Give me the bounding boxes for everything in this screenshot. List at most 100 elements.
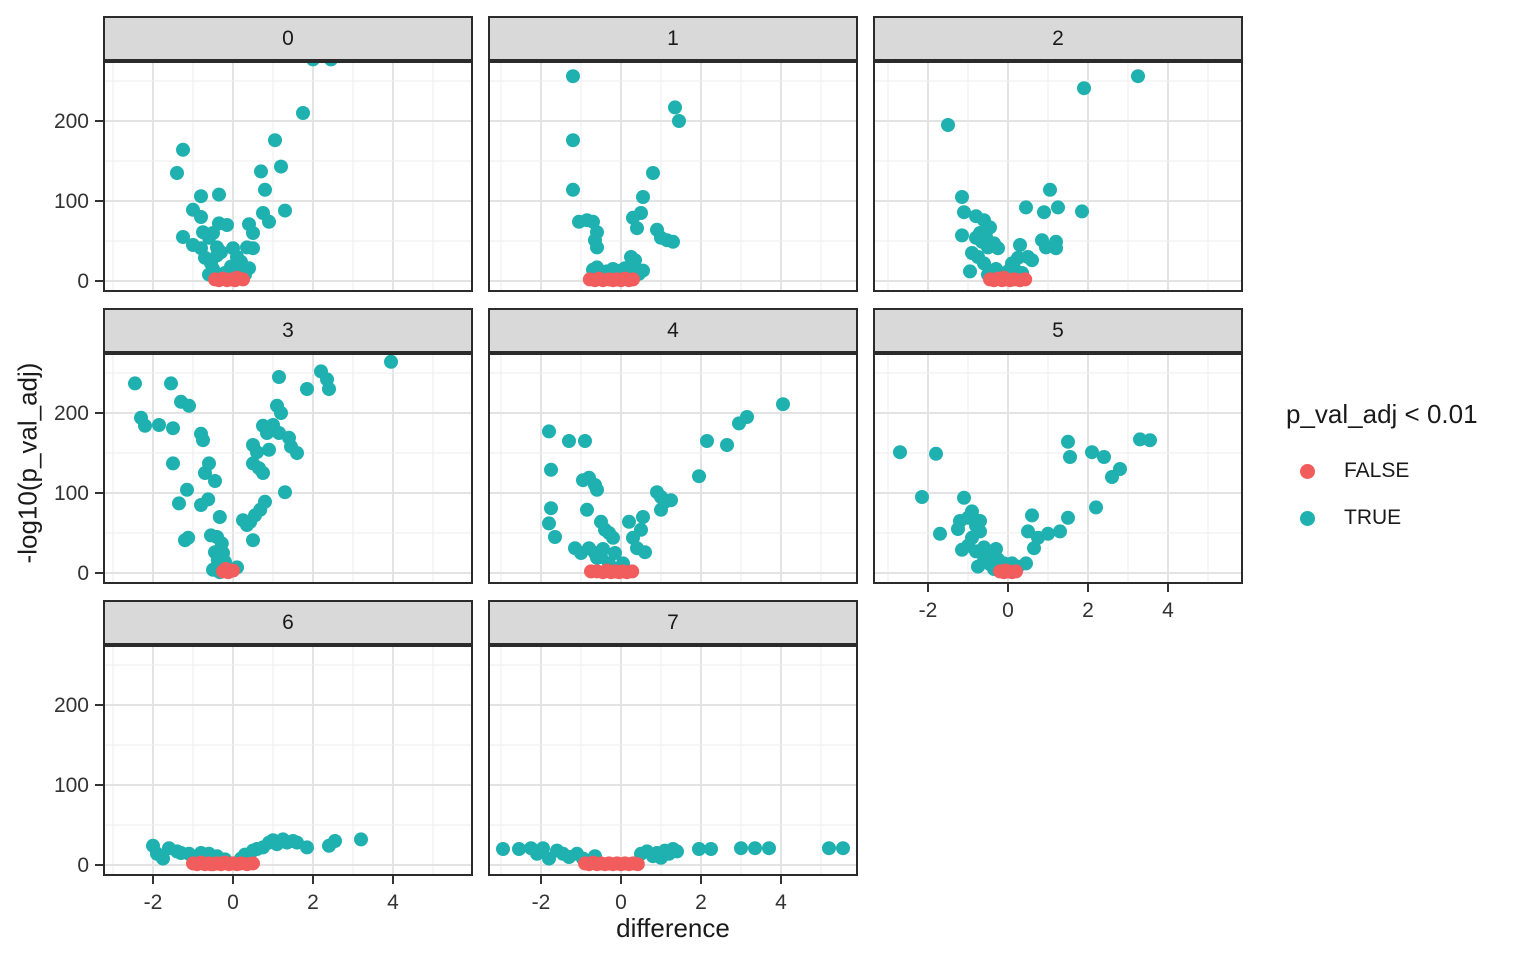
data-point-true (1131, 69, 1145, 84)
data-point-true (1025, 508, 1039, 523)
data-point-false (625, 564, 640, 579)
data-point-false (230, 270, 244, 285)
data-point-true (566, 182, 580, 197)
data-point-true (1019, 200, 1033, 215)
data-point-true (548, 530, 562, 544)
x-tick-label: -2 (144, 891, 163, 914)
x-tick-label: 4 (1162, 599, 1174, 622)
data-point-true (929, 446, 943, 461)
x-tick-label: 4 (775, 891, 787, 914)
data-point-true (704, 842, 718, 856)
data-point-true (580, 502, 594, 517)
data-point-true (636, 263, 650, 278)
data-point-true (1113, 462, 1127, 476)
data-point-true (1085, 445, 1099, 460)
data-point-true (236, 513, 250, 528)
data-point-true (290, 446, 304, 460)
facet-panel-3: 3 0 100 200 (54, 308, 473, 585)
y-tick-label: 200 (54, 110, 89, 133)
data-point-true (208, 474, 222, 488)
data-point-true (762, 841, 776, 856)
x-axis-title: difference (616, 913, 730, 943)
y-tick-label: 100 (54, 774, 89, 797)
data-point-true (202, 456, 216, 471)
legend-item-true: TRUE (1286, 503, 1478, 533)
data-point-true (536, 841, 550, 856)
y-tick-label: 0 (77, 562, 89, 585)
panel-border (103, 61, 473, 292)
data-point-true (1027, 541, 1041, 556)
panel-border (103, 645, 473, 876)
x-tick-label: 2 (307, 891, 319, 914)
data-point-true (776, 397, 790, 412)
data-point-true (578, 434, 592, 448)
legend-items: FALSE TRUE (1286, 456, 1478, 533)
facet-plot-area-4 (488, 353, 858, 584)
data-point-true (720, 438, 734, 452)
panel-border (873, 353, 1243, 584)
data-point-true (166, 456, 180, 471)
data-point-true (664, 493, 678, 508)
data-point-true (212, 510, 227, 524)
panel-border (103, 353, 473, 584)
data-point-false (997, 270, 1011, 285)
data-point-true (196, 433, 210, 448)
data-point-true (734, 841, 748, 856)
data-point-true (977, 256, 991, 271)
data-point-true (176, 230, 190, 244)
panel-background (103, 353, 473, 584)
data-point-true (965, 246, 979, 260)
facet-panel-0: 0 0 100 200 (54, 16, 473, 293)
data-point-true (700, 434, 714, 448)
data-point-true (638, 545, 652, 560)
facet-strip-label: 2 (873, 16, 1243, 61)
panel-border (488, 353, 858, 584)
data-point-true (1077, 81, 1091, 96)
data-point-true (201, 492, 216, 507)
data-point-true (630, 221, 644, 236)
data-point-false (630, 857, 645, 872)
data-point-true (955, 190, 969, 204)
data-point-true (246, 241, 260, 256)
y-tick-label: 200 (54, 402, 89, 425)
facet-strip-label: 3 (103, 308, 473, 353)
x-tick-label: 0 (615, 891, 627, 914)
data-point-true (212, 187, 226, 202)
data-point-true (278, 485, 292, 500)
data-point-true (180, 482, 194, 497)
panel-background (488, 645, 858, 876)
data-point-true (606, 530, 620, 545)
panel-border (873, 61, 1243, 292)
data-point-true (822, 841, 836, 856)
data-point-true (1037, 205, 1051, 220)
facet-strip-label: 1 (488, 16, 858, 61)
facet-panel-6: 6 -2 0 2 4 0 100 200 (54, 600, 473, 914)
data-point-true (258, 182, 272, 197)
legend-item-label: TRUE (1344, 506, 1402, 529)
data-point-true (172, 496, 186, 511)
data-point-true (194, 210, 208, 224)
data-point-true (668, 100, 682, 115)
data-point-true (893, 445, 907, 460)
legend-key-dot (1300, 510, 1315, 526)
data-point-true (256, 466, 270, 480)
data-point-true (654, 502, 668, 517)
panel-border (488, 645, 858, 876)
x-tick-label: -2 (532, 891, 551, 914)
facet-strip-label: 7 (488, 600, 858, 645)
data-point-false (1009, 564, 1023, 579)
x-tick-label: 0 (227, 891, 239, 914)
data-point-true (566, 69, 580, 84)
data-point-true (164, 376, 178, 391)
data-point-true (692, 842, 706, 856)
data-point-true (636, 190, 650, 204)
legend-item-false: FALSE (1286, 456, 1478, 486)
data-point-true (646, 166, 660, 180)
data-point-true (254, 164, 268, 179)
data-point-true (915, 490, 929, 504)
data-point-true (328, 834, 342, 848)
data-point-false (999, 563, 1013, 578)
facet-panel-2: 2 (873, 16, 1243, 292)
facet-strip-label: 5 (873, 308, 1243, 353)
data-point-true (748, 841, 762, 856)
